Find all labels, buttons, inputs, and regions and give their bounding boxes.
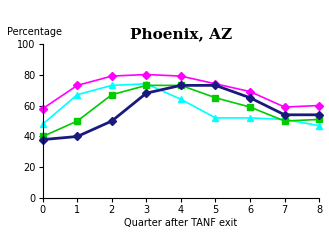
X-axis label: Quarter after TANF exit: Quarter after TANF exit	[124, 218, 238, 228]
Title: Phoenix, AZ: Phoenix, AZ	[130, 27, 232, 41]
Text: Percentage: Percentage	[7, 27, 62, 37]
